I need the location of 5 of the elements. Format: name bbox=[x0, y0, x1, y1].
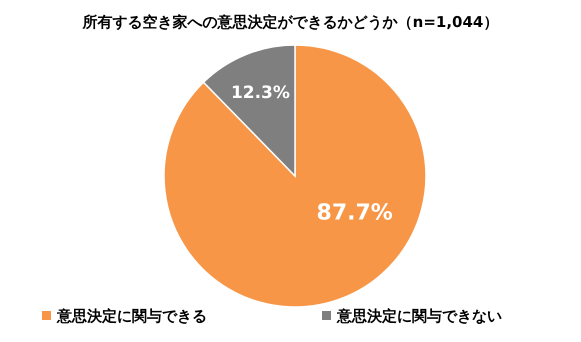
chart-title: 所有する空き家への意思決定ができるかどうか（n=1,044） bbox=[82, 13, 498, 31]
legend-label: 意思決定に関与できない bbox=[336, 307, 502, 325]
data-label: 12.3% bbox=[230, 83, 290, 104]
data-label: 87.7% bbox=[316, 200, 393, 226]
legend-label: 意思決定に関与できる bbox=[56, 307, 207, 325]
